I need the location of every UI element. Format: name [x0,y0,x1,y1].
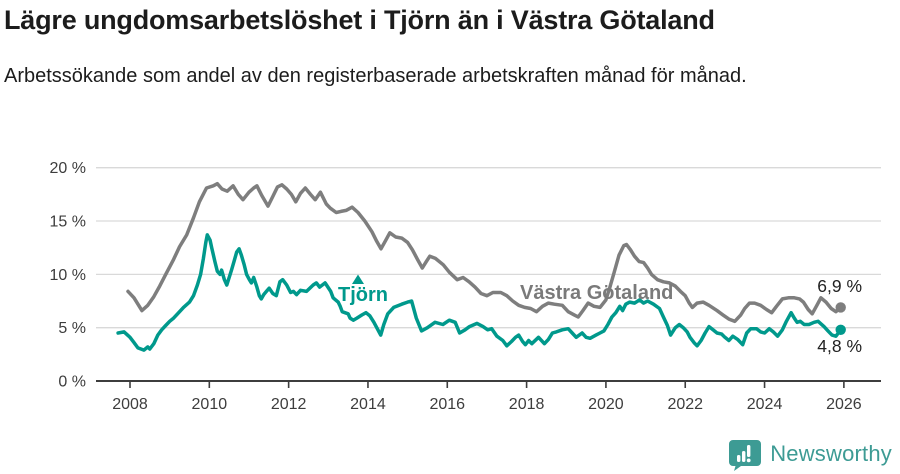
series-label-vastra-gotaland: Västra Götaland [520,282,673,304]
y-axis-tick-label: 20 % [50,160,86,177]
x-axis-tick-label: 2010 [192,396,228,413]
x-axis-tick-label: 2008 [112,396,148,413]
bar-small [737,455,741,462]
y-axis-tick-label: 0 % [58,374,86,391]
end-value-label-vastra: 6,9 % [817,276,862,296]
series-line-vastra [126,181,843,324]
brand-name: Newsworthy [770,441,892,466]
x-axis-tick-label: 2020 [588,396,624,413]
end-value-label-tjorn: 4,8 % [817,336,862,356]
x-axis-tick-label: 2022 [667,396,703,413]
chart-subtitle: Arbetssökande som andel av den registerb… [4,65,747,87]
page-title: Lägre ungdomsarbetslöshet i Tjörn än i V… [4,5,715,35]
exclamation-bar [747,445,751,457]
newsworthy-brand-link[interactable]: Newsworthy [728,437,892,471]
series-line-tjorn [116,233,843,352]
x-axis-tick-label: 2016 [429,396,465,413]
series-end-dot-tjorn [835,324,846,336]
series-end-dot-vastra [835,302,846,313]
y-axis-tick-label: 5 % [58,320,86,337]
x-axis-tick-label: 2018 [509,396,545,413]
exclamation-dot [746,458,751,463]
y-axis-tick-label: 15 % [50,214,86,231]
x-axis-tick-label: 2026 [826,396,862,413]
x-axis-tick-label: 2012 [271,396,307,413]
x-axis-tick-label: 2024 [747,396,783,413]
y-axis-tick-label: 10 % [50,267,86,284]
bar-medium [742,451,746,462]
series-label-tjorn: Tjörn [338,284,388,306]
newsworthy-logo-icon [729,440,762,471]
up-arrow-icon [352,274,364,284]
x-axis-tick-label: 2014 [350,396,386,413]
